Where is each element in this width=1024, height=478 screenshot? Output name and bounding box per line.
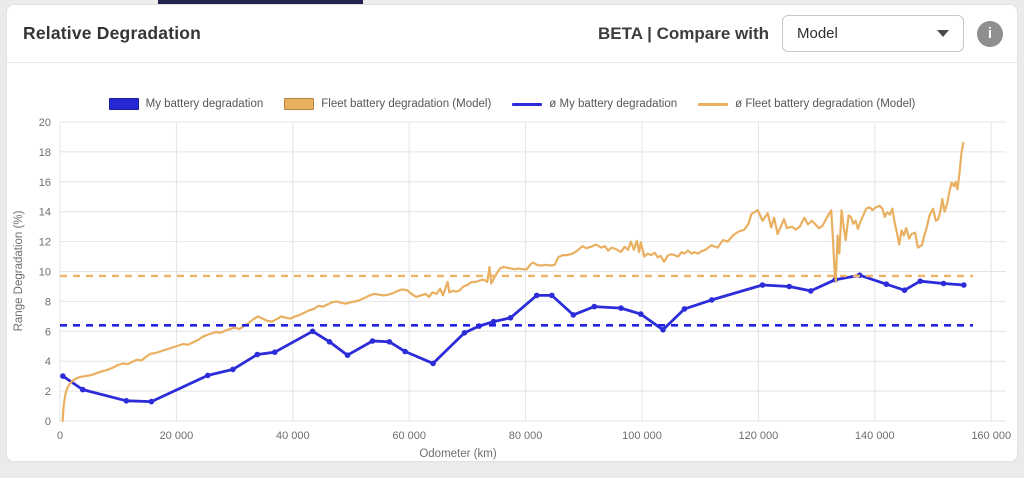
y-tick-label: 6 [45, 326, 51, 338]
legend-label: Fleet battery degradation (Model) [321, 98, 492, 110]
header-controls: BETA | Compare with Model i [598, 5, 1003, 62]
legend-item-1[interactable]: Fleet battery degradation (Model) [284, 98, 491, 110]
x-tick-label: 0 [57, 430, 63, 442]
y-tick-label: 18 [39, 147, 51, 159]
degradation-chart[interactable]: 0 2 4 6 8 10 12 14 16 18 20 0 20 000 40 000 60 000 80 0… [7, 5, 1019, 461]
chart-legend: My battery degradation Fleet battery degr… [7, 98, 1017, 110]
legend-label: ø Fleet battery degradation (Model) [735, 98, 916, 110]
series-line-1 [61, 141, 965, 423]
legend-line-swatch-2 [512, 102, 543, 106]
x-tick-label: 40 000 [276, 430, 310, 442]
y-tick-label: 4 [45, 356, 51, 368]
series-line-0 [61, 273, 966, 404]
y-tick-label: 0 [45, 416, 51, 428]
legend-label: ø My battery degradation [549, 98, 678, 110]
x-tick-label: 80 000 [509, 430, 543, 442]
x-axis-title: Odometer (km) [419, 448, 496, 460]
y-tick-label: 20 [39, 117, 51, 129]
gridlines: 0 2 4 6 8 10 12 14 16 18 20 0 20 000 40 000 60 000 80 0… [39, 117, 1011, 442]
top-accent-bar [158, 0, 363, 4]
series-markers-0 [60, 272, 967, 405]
x-tick-label: 140 000 [855, 430, 895, 442]
page-title: Relative Degradation [23, 23, 202, 43]
legend-box-swatch-1 [284, 98, 315, 110]
x-tick-label: 60 000 [392, 430, 426, 442]
x-tick-label: 120 000 [739, 430, 779, 442]
y-tick-label: 16 [39, 177, 51, 189]
y-tick-label: 14 [39, 207, 51, 219]
y-tick-label: 8 [45, 296, 51, 308]
dropdown-selected-value: Model [797, 25, 838, 42]
y-tick-label: 10 [39, 267, 51, 279]
card-header: Relative Degradation BETA | Compare with… [7, 5, 1017, 63]
compare-with-dropdown[interactable]: Model [782, 15, 964, 52]
info-icon[interactable]: i [977, 20, 1003, 47]
legend-label: My battery degradation [145, 98, 264, 110]
y-tick-label: 2 [45, 386, 51, 398]
legend-item-0[interactable]: My battery degradation [108, 98, 264, 110]
x-tick-label: 100 000 [622, 430, 662, 442]
beta-compare-label: BETA | Compare with [598, 23, 769, 43]
y-tick-label: 12 [39, 237, 51, 249]
chevron-down-icon [937, 30, 949, 37]
x-tick-label: 160 000 [971, 430, 1011, 442]
relative-degradation-card: Relative Degradation BETA | Compare with… [6, 4, 1018, 462]
legend-box-swatch-0 [108, 98, 139, 110]
y-axis-title: Range Degradation (%) [13, 210, 25, 331]
x-tick-label: 20 000 [160, 430, 194, 442]
legend-item-3[interactable]: ø Fleet battery degradation (Model) [698, 98, 915, 110]
legend-item-2[interactable]: ø My battery degradation [512, 98, 677, 110]
legend-line-swatch-3 [698, 102, 729, 106]
